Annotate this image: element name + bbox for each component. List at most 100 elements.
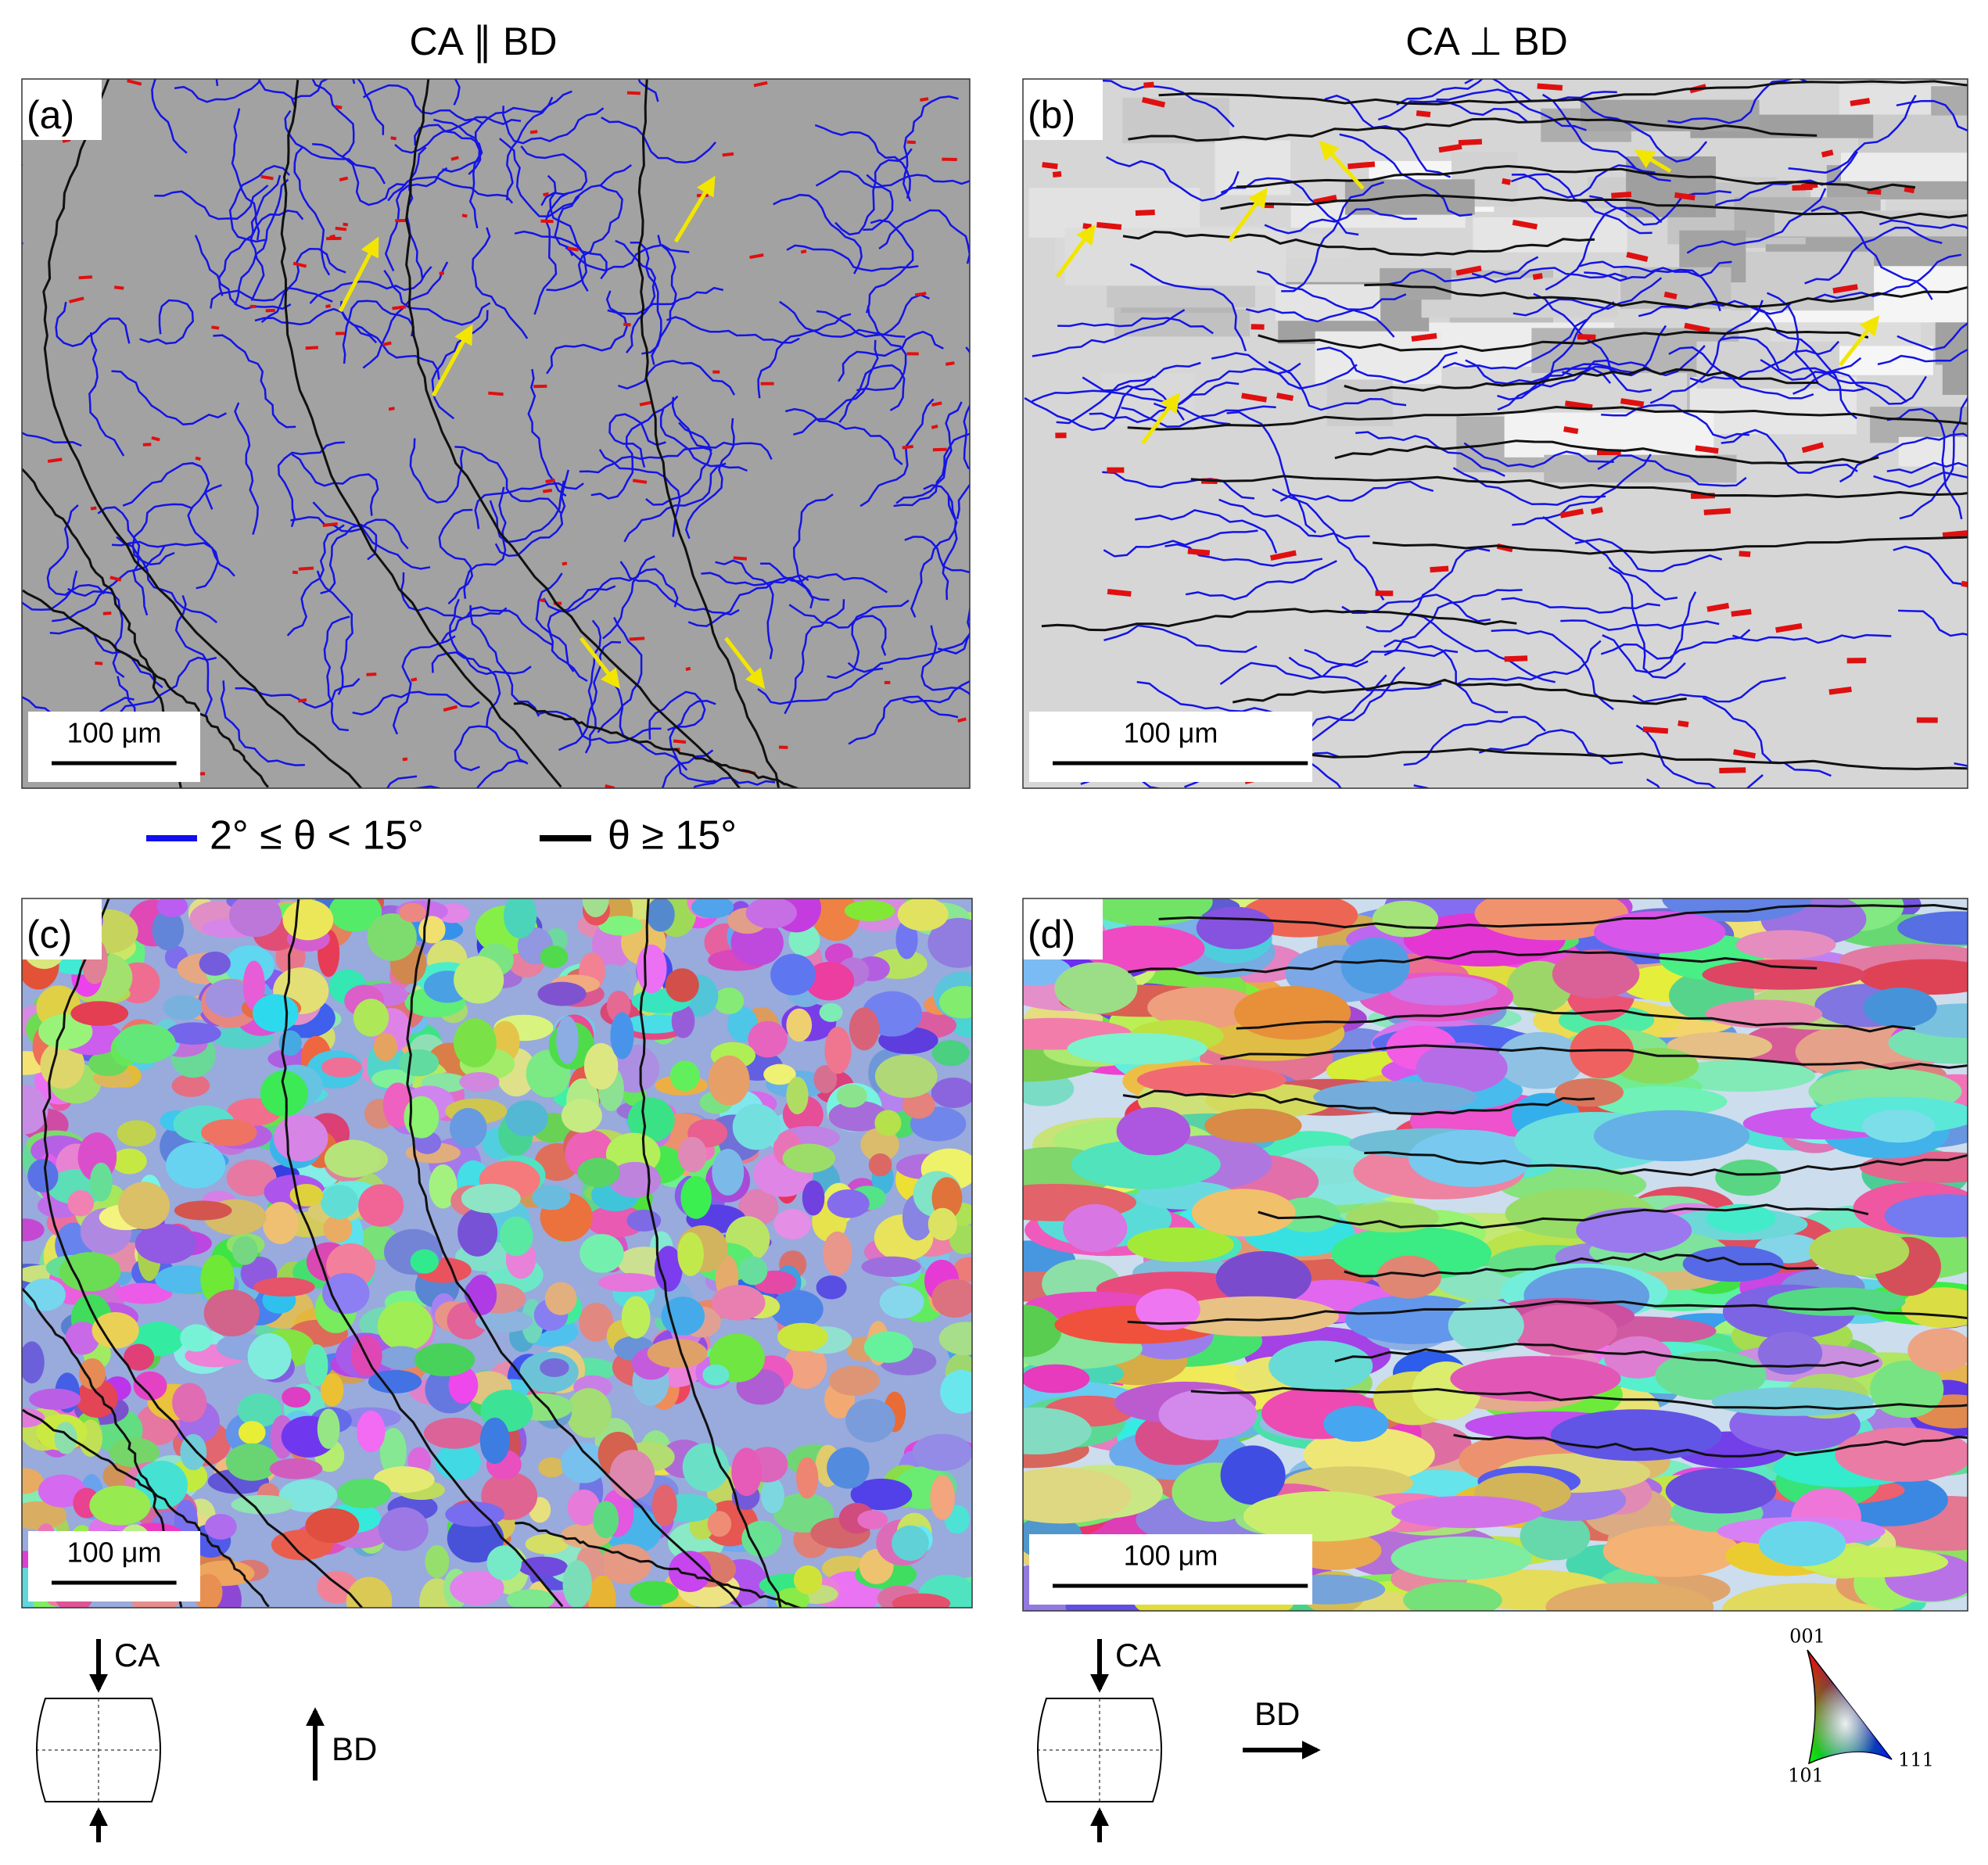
grain [928, 1207, 957, 1241]
grain [912, 1433, 972, 1471]
subgrain-boundary [88, 332, 125, 457]
subgrain-boundary [1597, 454, 1747, 487]
subgrain-boundary [715, 559, 774, 660]
subgrain-boundary [865, 219, 914, 314]
grain [429, 1164, 458, 1209]
twin-boundary [1052, 170, 1062, 178]
grain [201, 1119, 257, 1146]
subgrain-boundary [661, 749, 714, 788]
grain [1808, 1227, 1910, 1275]
subgrain-boundary [55, 301, 131, 347]
twin-boundary [1739, 551, 1751, 558]
subgrain-boundary [1601, 403, 1750, 439]
twin-boundary [1055, 432, 1067, 439]
grain [654, 1246, 683, 1292]
grain [242, 960, 265, 1010]
grain [773, 1208, 812, 1239]
grain [1824, 346, 1933, 375]
grain [928, 917, 972, 968]
subgrain-boundary [291, 453, 379, 516]
subgrain-boundary [1512, 454, 1652, 526]
subgrain-boundary [22, 432, 82, 447]
grain [1576, 1207, 1692, 1253]
twin-boundary [1792, 184, 1813, 191]
twin-boundary [114, 285, 124, 290]
grain [112, 1148, 147, 1175]
twin-boundary [292, 570, 299, 575]
grain [253, 994, 299, 1032]
twin-boundary [605, 784, 615, 788]
subgrain-boundary [469, 604, 540, 717]
twin-boundary [733, 556, 748, 561]
grain [305, 1343, 328, 1386]
grain [895, 920, 918, 959]
grain [506, 1589, 554, 1608]
grain [454, 1018, 497, 1068]
subgrain-boundary [1413, 784, 1431, 788]
grain [1570, 1024, 1635, 1079]
schematic-label: CA [114, 1637, 160, 1673]
grain [671, 1003, 695, 1038]
subgrain-boundary [1316, 346, 1458, 384]
grain [707, 1511, 732, 1537]
subgrain-boundary [213, 334, 296, 429]
grain [741, 1520, 782, 1558]
grain [1552, 949, 1640, 999]
grain [1196, 906, 1274, 949]
grain [205, 979, 252, 1017]
subgrain-boundary [533, 192, 570, 315]
grain-boundary [1190, 475, 1968, 499]
annotation-arrow [1055, 224, 1096, 278]
grain [321, 1056, 362, 1078]
subgrain-boundary [1513, 277, 1663, 317]
subgrain-boundary [454, 725, 529, 772]
subgrain-boundary [1511, 164, 1656, 199]
grain [1063, 1203, 1128, 1253]
grain [1204, 1108, 1302, 1143]
subgrain-boundary [618, 360, 736, 396]
subgrain-boundary [1211, 352, 1358, 390]
subgrain-boundary [1839, 432, 1968, 483]
twin-boundary [1731, 608, 1752, 617]
twin-boundary [545, 478, 555, 484]
grain-boundary [1364, 1151, 1968, 1177]
annotation-arrow [1319, 140, 1365, 190]
schematic [1037, 1639, 1321, 1842]
twin-boundary [1141, 96, 1166, 108]
subgrain-boundary [1689, 340, 1840, 383]
subgrain-boundary [228, 164, 291, 243]
schematic-label: BD [332, 1731, 377, 1767]
twin-boundary [1107, 588, 1132, 597]
grain [165, 1142, 226, 1189]
grain [1191, 1189, 1296, 1237]
grain [22, 1341, 45, 1384]
subgrain-boundary [1886, 461, 1968, 474]
grain [1408, 1129, 1532, 1187]
grain [414, 1343, 475, 1377]
grain [447, 1514, 504, 1563]
subgrain-boundary [1804, 226, 1943, 285]
grain [1403, 1581, 1502, 1611]
subgrain-boundary [1538, 325, 1667, 388]
subgrain-boundary [1304, 648, 1459, 666]
grain-boundary [1220, 194, 1968, 220]
grain [1666, 1031, 1773, 1061]
ipf-label: 101 [1788, 1765, 1824, 1787]
grain [598, 916, 643, 936]
subgrain-boundary [1024, 375, 1155, 432]
grain [337, 1478, 392, 1508]
subgrain-boundary [565, 244, 690, 272]
grain [770, 953, 816, 995]
subgrain-boundary [1635, 724, 1764, 788]
grain [782, 1143, 836, 1173]
subgrain-boundary [22, 583, 106, 611]
grain [669, 1060, 700, 1092]
subgrain-boundary [22, 242, 23, 245]
grain [282, 899, 334, 941]
grain [577, 1157, 620, 1188]
grain [367, 913, 417, 961]
grain-boundary [1041, 608, 1517, 632]
subgrain-boundary [131, 503, 192, 566]
subgrain-boundary [1279, 480, 1434, 502]
ipf-label: 001 [1789, 1626, 1825, 1648]
